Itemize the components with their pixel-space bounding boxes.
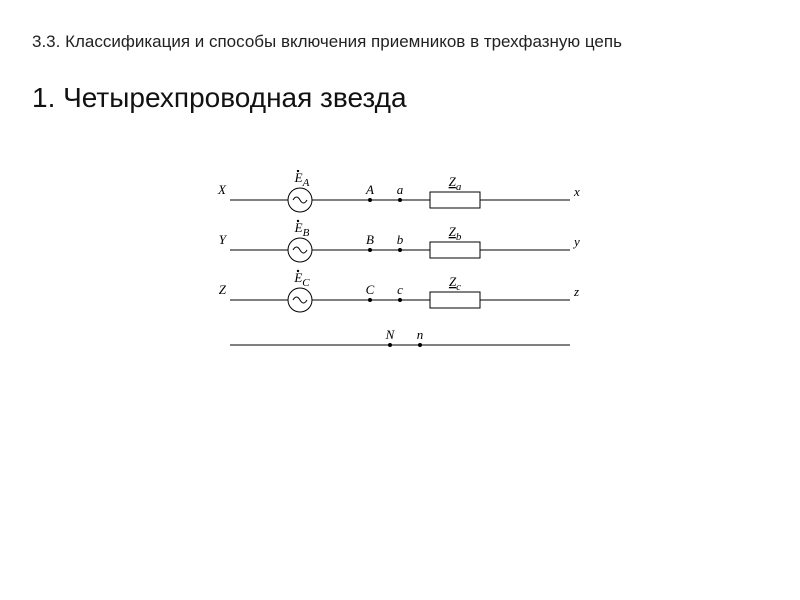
svg-text:A: A [365,182,374,197]
svg-text:C: C [366,282,375,297]
svg-text:c: c [397,282,403,297]
svg-text:x: x [573,184,580,199]
svg-text:b: b [397,232,404,247]
section-title: 3.3. Классификация и способы включения п… [32,32,622,52]
svg-text:EC: EC [293,270,310,289]
circuit-diagram: Xx EA Aa Za Yy EB Bb Zb Zz EC Cc Zc Nn [210,170,590,370]
svg-text:Z: Z [219,282,227,297]
svg-text:Za: Za [449,174,462,193]
svg-text:y: y [572,234,580,249]
svg-text:z: z [573,284,579,299]
heading: 1. Четырехпроводная звезда [32,82,407,114]
svg-text:Y: Y [219,232,228,247]
svg-text:Zb: Zb [449,224,462,243]
svg-text:EB: EB [294,220,310,239]
page: 3.3. Классификация и способы включения п… [0,0,800,600]
svg-text:a: a [397,182,404,197]
svg-text:B: B [366,232,374,247]
svg-text:EA: EA [294,170,310,189]
svg-text:N: N [385,327,396,342]
svg-text:X: X [217,182,227,197]
svg-text:n: n [417,327,424,342]
svg-text:Zc: Zc [449,274,461,293]
